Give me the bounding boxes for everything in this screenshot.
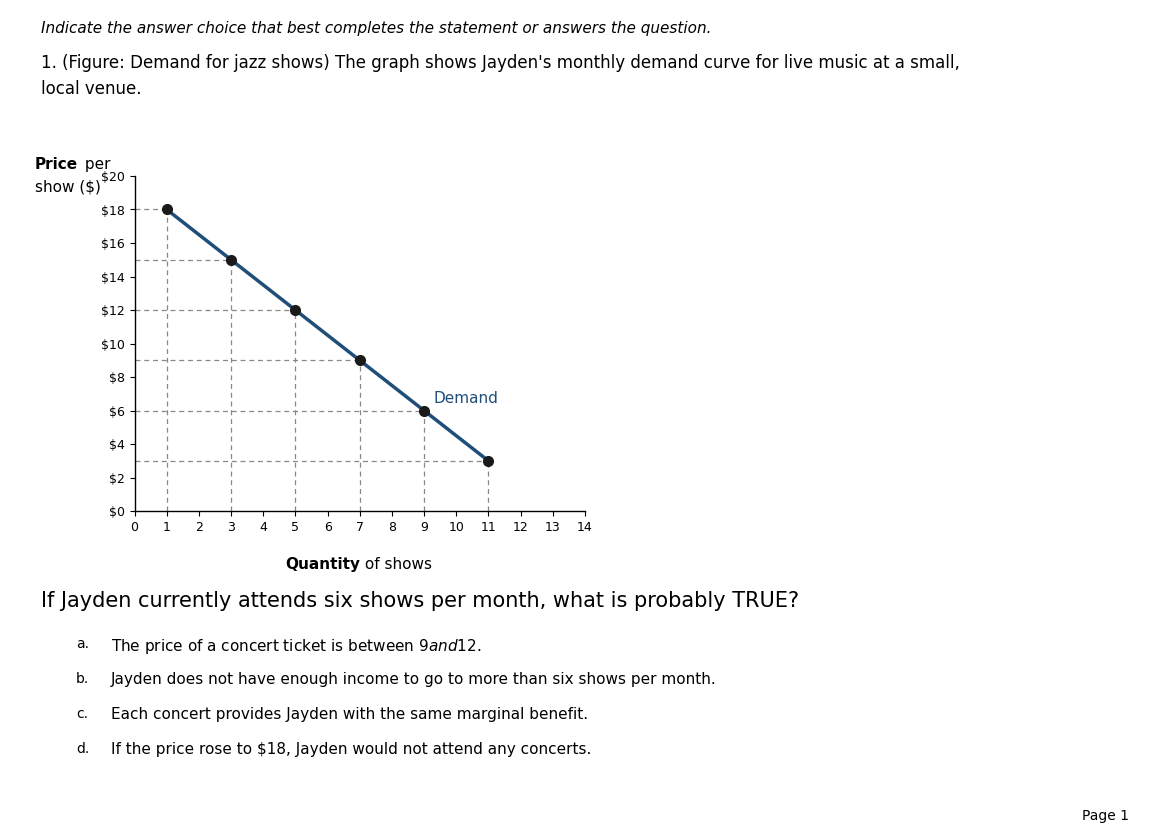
Text: 1. (Figure: Demand for jazz shows) The graph shows Jayden's monthly demand curve: 1. (Figure: Demand for jazz shows) The g… <box>41 54 959 72</box>
Text: Each concert provides Jayden with the same marginal benefit.: Each concert provides Jayden with the sa… <box>111 707 589 722</box>
Text: a.: a. <box>76 637 89 651</box>
Text: show ($): show ($) <box>35 179 101 194</box>
Text: d.: d. <box>76 742 89 757</box>
Text: of shows: of shows <box>360 557 432 572</box>
Text: Price: Price <box>35 157 78 172</box>
Text: Quantity: Quantity <box>284 557 360 572</box>
Text: The price of a concert ticket is between $9 and $12.: The price of a concert ticket is between… <box>111 637 482 656</box>
Text: If Jayden currently attends six shows per month, what is probably TRUE?: If Jayden currently attends six shows pe… <box>41 591 799 611</box>
Text: Jayden does not have enough income to go to more than six shows per month.: Jayden does not have enough income to go… <box>111 672 717 687</box>
Text: local venue.: local venue. <box>41 80 142 97</box>
Text: Demand: Demand <box>434 391 498 406</box>
Text: If the price rose to $18, Jayden would not attend any concerts.: If the price rose to $18, Jayden would n… <box>111 742 592 758</box>
Text: b.: b. <box>76 672 89 686</box>
Text: per: per <box>80 157 110 172</box>
Text: c.: c. <box>76 707 88 722</box>
Text: Indicate the answer choice that best completes the statement or answers the ques: Indicate the answer choice that best com… <box>41 21 711 36</box>
Text: Page 1: Page 1 <box>1082 809 1129 823</box>
